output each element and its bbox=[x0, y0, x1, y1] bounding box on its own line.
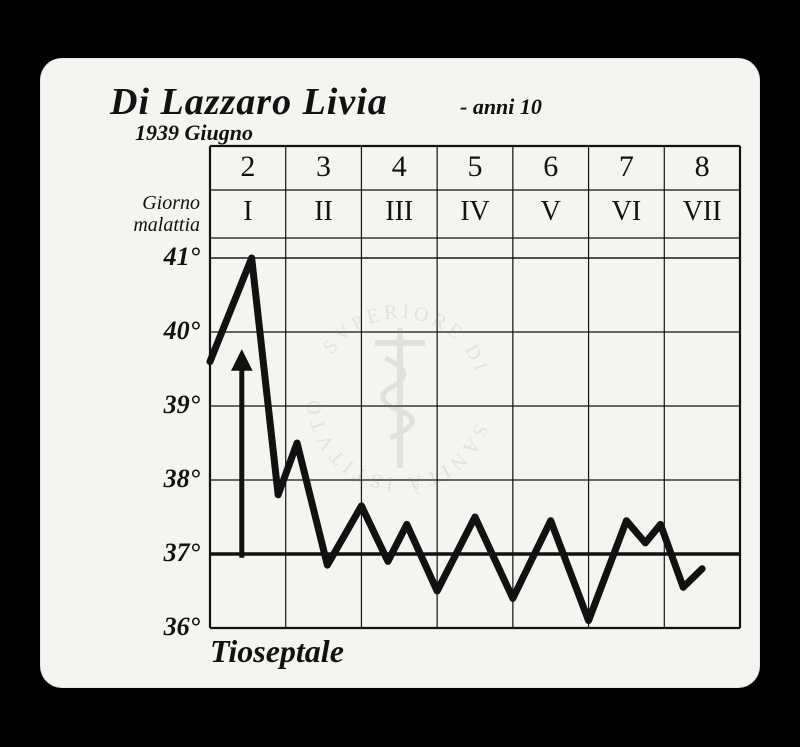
header-day: 8 bbox=[664, 150, 740, 184]
header-day: 5 bbox=[437, 150, 513, 184]
header-roman: VI bbox=[589, 196, 665, 228]
y-axis-label: 36° bbox=[70, 612, 200, 642]
header-roman: I bbox=[210, 196, 286, 228]
y-axis-label: 41° bbox=[70, 242, 200, 272]
chart-card: Di Lazzaro Livia - anni 10 1939 Giugno G… bbox=[40, 58, 760, 688]
header-day: 3 bbox=[286, 150, 362, 184]
y-axis-label: 37° bbox=[70, 538, 200, 568]
header-day: 4 bbox=[361, 150, 437, 184]
y-axis-label: 39° bbox=[70, 390, 200, 420]
header-roman: IV bbox=[437, 196, 513, 228]
header-roman: III bbox=[361, 196, 437, 228]
header-day: 2 bbox=[210, 150, 286, 184]
header-day: 6 bbox=[513, 150, 589, 184]
y-axis-label: 38° bbox=[70, 464, 200, 494]
header-roman: V bbox=[513, 196, 589, 228]
header-day: 7 bbox=[589, 150, 665, 184]
y-axis-label: 40° bbox=[70, 316, 200, 346]
treatment-label: Tioseptale bbox=[210, 633, 344, 670]
header-roman: II bbox=[286, 196, 362, 228]
header-roman: VII bbox=[664, 196, 740, 228]
